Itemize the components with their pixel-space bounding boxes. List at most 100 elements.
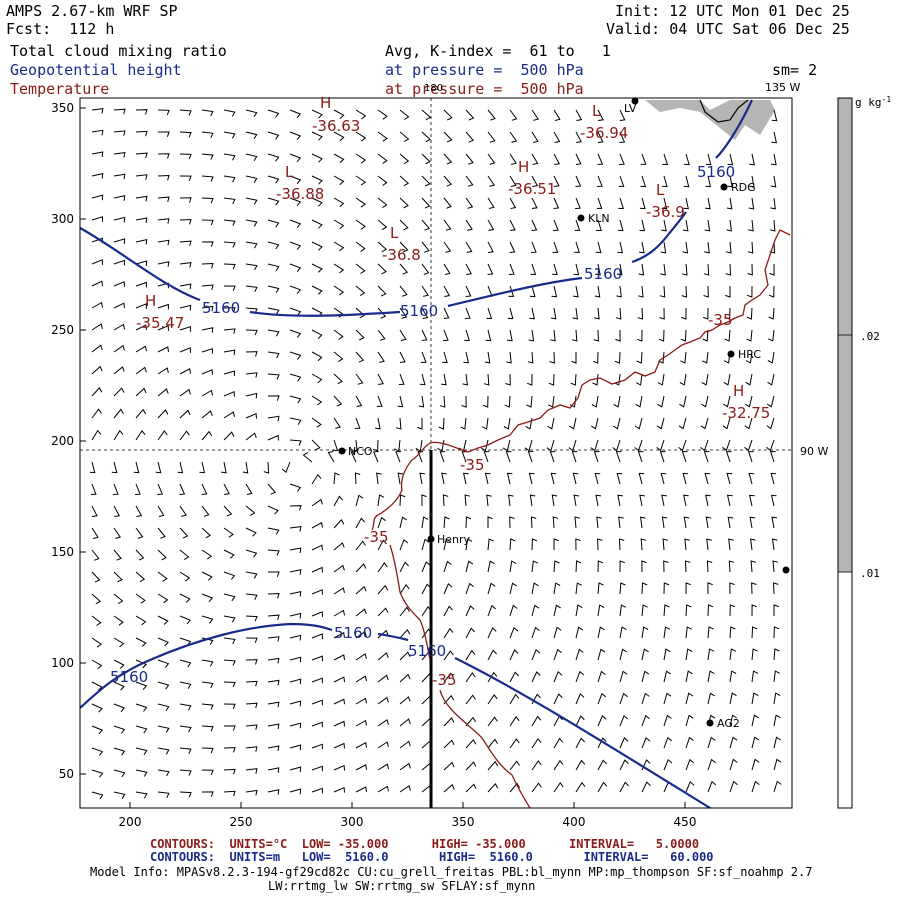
wind-barb: [179, 483, 186, 495]
wind-barb: [91, 593, 102, 605]
wind-barb: [311, 633, 323, 640]
wind-barb: [289, 722, 302, 729]
wind-barb: [637, 451, 644, 463]
wind-barb: [355, 608, 367, 617]
wind-barb: [333, 542, 345, 551]
wind-barb: [438, 417, 445, 430]
wind-barb: [223, 109, 236, 117]
wind-barb: [355, 109, 367, 120]
extremum-value: -32.75: [722, 404, 770, 422]
wind-barb: [507, 307, 514, 320]
temp-contour-info: CONTOURS: UNITS=°C LOW= -35.000 HIGH= -3…: [150, 837, 700, 851]
wind-barb: [376, 395, 383, 407]
wind-barb: [201, 327, 214, 333]
wind-barb: [245, 637, 258, 643]
extremum-letter: H: [733, 382, 744, 400]
wind-barb: [395, 451, 401, 463]
wind-barb: [683, 197, 689, 210]
wind-barb: [597, 131, 604, 143]
wind-barb: [311, 439, 321, 451]
wind-barb: [263, 461, 270, 474]
wind-barb: [725, 451, 732, 463]
wind-barb: [399, 762, 411, 771]
wind-barb: [421, 583, 431, 595]
wind-barb: [771, 153, 777, 166]
wind-barb: [333, 564, 345, 573]
wind-barb: [701, 351, 709, 364]
wind-barb: [135, 238, 148, 245]
wind-barb: [524, 439, 533, 452]
wind-barb: [267, 263, 280, 272]
wind-barb: [443, 153, 453, 165]
wind-barb: [135, 152, 148, 159]
wind-barb: [245, 768, 258, 774]
wind-barb: [751, 670, 759, 683]
wind-barb: [487, 582, 496, 595]
wind-barb: [91, 791, 104, 800]
wind-barb: [354, 472, 361, 485]
wind-barb: [91, 108, 104, 114]
wind-barb: [744, 439, 753, 452]
wind-barb: [377, 741, 389, 749]
wind-barb: [157, 615, 169, 625]
wind-barb: [399, 285, 408, 297]
wind-barb: [289, 153, 302, 163]
wind-barb: [91, 681, 103, 691]
wind-barb: [179, 240, 192, 247]
wind-barb: [487, 131, 496, 143]
wind-barb: [91, 659, 103, 670]
wind-barb: [113, 130, 126, 136]
wind-barb: [157, 549, 167, 561]
wind-barb: [619, 714, 629, 727]
wind-barb: [179, 175, 192, 181]
wind-barb: [443, 285, 451, 297]
wind-barb: [662, 538, 669, 551]
wind-barb: [399, 494, 406, 507]
wind-barb: [421, 329, 428, 341]
coastline: [699, 99, 749, 123]
wind-barb: [725, 263, 732, 276]
wind-barb: [575, 626, 584, 639]
wind-barb: [289, 744, 302, 751]
wind-barb: [91, 172, 104, 179]
wind-barb: [311, 521, 323, 529]
wind-barb: [727, 175, 733, 188]
wind-barb: [767, 373, 775, 386]
wind-barb: [311, 219, 323, 229]
wind-barb: [399, 175, 410, 187]
wind-barb: [355, 373, 364, 385]
wind-barb: [547, 395, 555, 408]
map-title: AMPS 2.67-km WRF SP: [6, 2, 178, 20]
wind-barb: [399, 651, 411, 661]
wind-barb: [619, 153, 625, 165]
height-label: 5160: [697, 163, 735, 181]
extremum-value: -36.63: [312, 117, 360, 135]
wind-barb: [223, 725, 236, 731]
wind-barb: [201, 305, 214, 312]
wind-barb: [575, 197, 581, 209]
wind-barb: [377, 131, 388, 142]
wind-barb: [157, 681, 170, 690]
wind-barb: [548, 373, 555, 386]
wind-barb: [728, 560, 735, 573]
wind-barb: [289, 590, 302, 597]
wind-barb: [135, 303, 147, 309]
wind-barb: [245, 724, 258, 730]
wind-barb: [596, 197, 603, 209]
wind-barb: [685, 758, 695, 771]
wind-barb: [575, 131, 582, 143]
wind-barb: [747, 263, 753, 276]
wind-barb: [574, 219, 581, 231]
wind-barb: [773, 780, 782, 793]
wind-barb: [591, 395, 599, 408]
wind-barb: [443, 717, 455, 727]
x-tick-label: 250: [230, 815, 253, 829]
wind-barb: [377, 494, 385, 507]
wind-barb: [201, 410, 213, 419]
wind-barb: [683, 516, 690, 529]
wind-barb: [615, 329, 621, 342]
wind-barb: [245, 789, 258, 796]
wind-barb: [597, 109, 604, 121]
wind-barb: [618, 516, 624, 529]
wind-barb: [245, 483, 253, 495]
